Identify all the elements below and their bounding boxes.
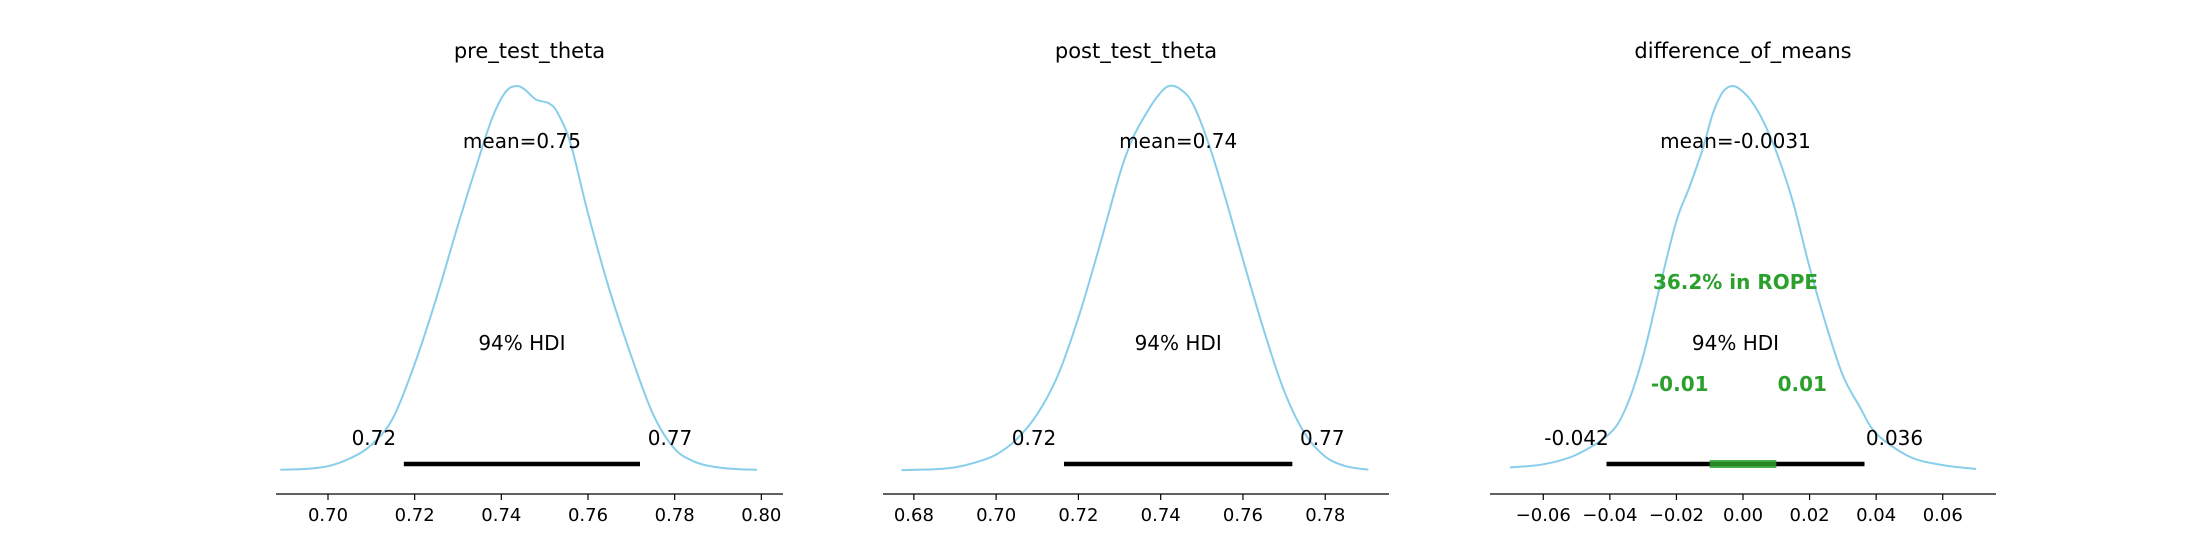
x-tick-label: 0.70	[308, 505, 348, 526]
x-tick-label: 0.72	[395, 505, 435, 526]
x-tick-label: 0.78	[1305, 505, 1345, 526]
x-tick-label: 0.76	[568, 505, 608, 526]
density-curve	[280, 84, 758, 471]
rope-percentage-label: 36.2% in ROPE	[1653, 270, 1818, 294]
mean-label: mean=0.75	[463, 129, 581, 153]
panel-pre_test_theta: pre_test_theta 0.70 0.72 0.74 0.76 0.78 0.80 me…	[276, 39, 783, 526]
x-tick-label: 0.76	[1223, 505, 1263, 526]
x-tick-label: 0.00	[1723, 505, 1763, 526]
x-tick-label: −0.06	[1516, 505, 1571, 526]
x-tick-label: 0.78	[655, 505, 695, 526]
hdi-low-label: -0.042	[1544, 426, 1608, 450]
panel-post_test_theta: post_test_theta 0.68 0.70 0.72 0.74 0.76 0.78 m…	[883, 39, 1389, 526]
hdi-label: 94% HDI	[1135, 331, 1222, 355]
x-tick-label: 0.70	[976, 505, 1016, 526]
rope-low-label: -0.01	[1651, 372, 1709, 396]
hdi-low-label: 0.72	[1012, 426, 1057, 450]
rope-bar	[1709, 460, 1777, 468]
x-tick-label: 0.02	[1790, 505, 1830, 526]
x-tick-label: −0.04	[1582, 505, 1637, 526]
chart-title: post_test_theta	[1055, 39, 1217, 64]
x-tick-label: 0.72	[1058, 505, 1098, 526]
x-tick-label: 0.74	[481, 505, 521, 526]
panel-difference_of_means: difference_of_means −0.06 −0.04 −0.02 0.00 0.…	[1490, 39, 1996, 526]
x-tick-label: 0.04	[1856, 505, 1896, 526]
density-curve	[1509, 84, 1977, 470]
hdi-high-label: 0.77	[648, 426, 693, 450]
x-tick-label: 0.06	[1923, 505, 1963, 526]
density-curve	[901, 84, 1369, 472]
hdi-label: 94% HDI	[478, 331, 565, 355]
hdi-high-label: 0.036	[1866, 426, 1923, 450]
x-tick-label: 0.80	[741, 505, 781, 526]
hdi-high-label: 0.77	[1300, 426, 1345, 450]
hdi-label: 94% HDI	[1692, 331, 1779, 355]
mean-label: mean=0.74	[1119, 129, 1237, 153]
chart-title: pre_test_theta	[454, 39, 605, 64]
mean-label: mean=-0.0031	[1660, 129, 1811, 153]
rope-high-label: 0.01	[1778, 372, 1827, 396]
x-tick-label: −0.02	[1649, 505, 1704, 526]
hdi-low-label: 0.72	[352, 426, 397, 450]
chart-title: difference_of_means	[1634, 39, 1851, 64]
x-tick-label: 0.68	[894, 505, 934, 526]
x-tick-label: 0.74	[1141, 505, 1181, 526]
